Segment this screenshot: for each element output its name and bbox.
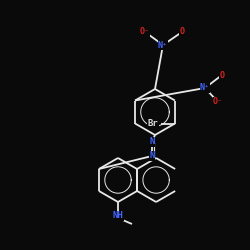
Text: O: O [220, 70, 224, 80]
Text: N: N [149, 152, 155, 160]
Text: O⁻: O⁻ [213, 98, 223, 106]
Text: O⁻: O⁻ [140, 28, 150, 36]
Text: NH: NH [112, 212, 124, 220]
Text: O: O [180, 28, 184, 36]
Text: N⁺: N⁺ [200, 84, 210, 92]
Text: N: N [149, 138, 155, 146]
Text: Br: Br [148, 119, 158, 128]
Text: N⁺: N⁺ [158, 40, 168, 50]
